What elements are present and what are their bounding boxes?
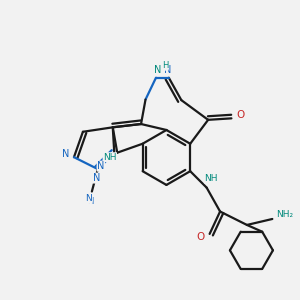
Text: NH: NH <box>204 174 218 183</box>
Text: N: N <box>61 151 69 161</box>
Text: N: N <box>97 161 104 171</box>
Text: H: H <box>162 61 168 70</box>
Text: N: N <box>62 149 69 159</box>
Text: N: N <box>85 194 92 203</box>
Text: N: N <box>87 197 94 206</box>
Text: O: O <box>236 110 244 120</box>
Text: N: N <box>154 65 161 75</box>
Text: O: O <box>196 232 205 242</box>
Text: NH: NH <box>103 153 116 162</box>
Text: NH₂: NH₂ <box>276 210 293 219</box>
Text: N: N <box>93 173 100 183</box>
Text: N: N <box>164 65 171 75</box>
